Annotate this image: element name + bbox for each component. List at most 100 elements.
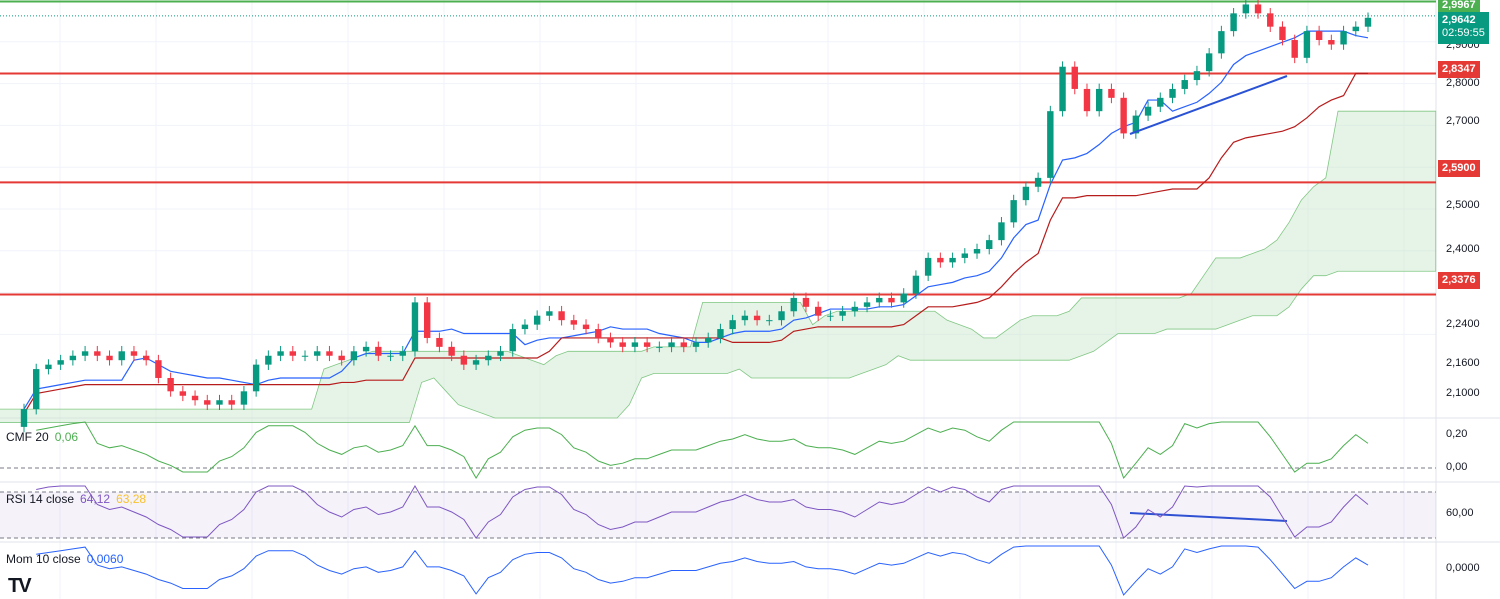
candle-body (1034, 177, 1042, 187)
cmf-tick: 0,00 (1446, 461, 1468, 473)
tradingview-logo-icon: TV (8, 575, 32, 597)
candle-body (814, 306, 822, 316)
rsi-ma-value: 63,28 (116, 492, 147, 506)
candle-body (240, 391, 248, 405)
candle-body (216, 400, 223, 405)
candle-body (20, 409, 28, 427)
candle-body (1254, 4, 1262, 14)
candle-body (1230, 13, 1237, 32)
candle-body (326, 351, 333, 356)
rsi-band (0, 492, 1436, 538)
candle-body (717, 329, 724, 338)
candle-body (460, 355, 468, 365)
candle-body (57, 360, 64, 365)
candle-body (643, 342, 651, 347)
mom-line (36, 545, 1369, 596)
rsi-value: 64,12 (80, 492, 111, 506)
candle-body (900, 293, 907, 303)
candle-body (558, 311, 565, 321)
candle-body (69, 355, 77, 361)
candle-body (277, 351, 284, 356)
candle-body (1010, 200, 1017, 223)
candle-body (863, 302, 871, 307)
rsi-legend: RSI 14 close 64,12 63,28 (6, 492, 152, 506)
candle-body (1144, 106, 1152, 116)
candle-body (399, 351, 406, 356)
candle-body (1157, 97, 1164, 107)
candle-body (631, 342, 639, 347)
candle-body (252, 364, 260, 392)
candle-body (204, 400, 211, 405)
last-price-value: 2,9642 (1442, 14, 1476, 26)
candle-body (595, 329, 602, 338)
candle-body (179, 391, 187, 396)
candle-body (790, 297, 797, 312)
candle-body (1132, 115, 1140, 134)
price-tick: 2,4000 (1446, 243, 1480, 255)
level-label-2-3376: 2,3376 (1438, 272, 1480, 289)
candle-body (497, 351, 504, 356)
rsi-tick: 60,00 (1446, 507, 1474, 519)
candle-body (448, 346, 455, 356)
candle-body (619, 342, 626, 347)
candle-body (118, 351, 125, 361)
candle-body (802, 297, 810, 307)
candle-body (130, 351, 138, 356)
candle-body (1303, 31, 1311, 58)
candle-body (680, 342, 687, 347)
candle-body (424, 302, 431, 338)
candle-body (876, 297, 883, 303)
mom-legend: Mom 10 close 0,0060 (6, 552, 129, 566)
candle-body (778, 311, 785, 321)
candle-body (1205, 53, 1213, 72)
candle-body (1047, 111, 1054, 178)
candle-body (924, 257, 932, 276)
candle-body (338, 355, 345, 361)
mom-tick: 0,0000 (1446, 562, 1480, 574)
candle-body (362, 346, 370, 352)
candle-body (607, 337, 614, 343)
mom-name: Mom 10 close (6, 552, 81, 566)
candle-body (350, 351, 358, 361)
level-label-2-9967: 2,9967 (1438, 0, 1480, 14)
candle-body (827, 315, 834, 317)
candle-body (1315, 31, 1323, 41)
candle-body (961, 253, 968, 258)
candle-body (1169, 88, 1176, 98)
trendline-price (1129, 75, 1288, 135)
candle-body (851, 306, 859, 312)
candle-body (411, 302, 419, 352)
candle-body (888, 297, 895, 303)
candle-body (1352, 26, 1359, 32)
candle-body (314, 351, 321, 356)
rsi-line (36, 485, 1369, 539)
candle-body (228, 400, 235, 405)
price-tick: 2,1600 (1446, 357, 1480, 369)
candle-body (533, 315, 541, 325)
candle-body (472, 360, 480, 365)
cmf-name: CMF 20 (6, 430, 49, 444)
cmf-value: 0,06 (54, 430, 79, 444)
candle-body (1267, 13, 1274, 27)
candle-body (106, 355, 113, 361)
candle-body (1120, 97, 1127, 134)
price-tick: 2,7000 (1446, 115, 1480, 127)
candle-body (81, 351, 89, 356)
price-tick: 2,5000 (1446, 199, 1480, 211)
cmf-tick: 0,20 (1446, 428, 1468, 440)
cmf-line (36, 421, 1369, 480)
candle-body (167, 377, 174, 392)
candle-body (741, 315, 749, 321)
candle-body (1022, 186, 1030, 201)
candle-body (656, 346, 663, 348)
candle-body (546, 311, 553, 316)
candle-body (1193, 71, 1201, 81)
candle-body (94, 351, 101, 356)
candle-body (1083, 88, 1091, 112)
candle-body (375, 346, 382, 356)
mom-value: 0,0060 (86, 552, 124, 566)
candle-body (521, 324, 529, 330)
candle-body (986, 240, 993, 250)
level-label-2-8347: 2,8347 (1438, 61, 1480, 78)
